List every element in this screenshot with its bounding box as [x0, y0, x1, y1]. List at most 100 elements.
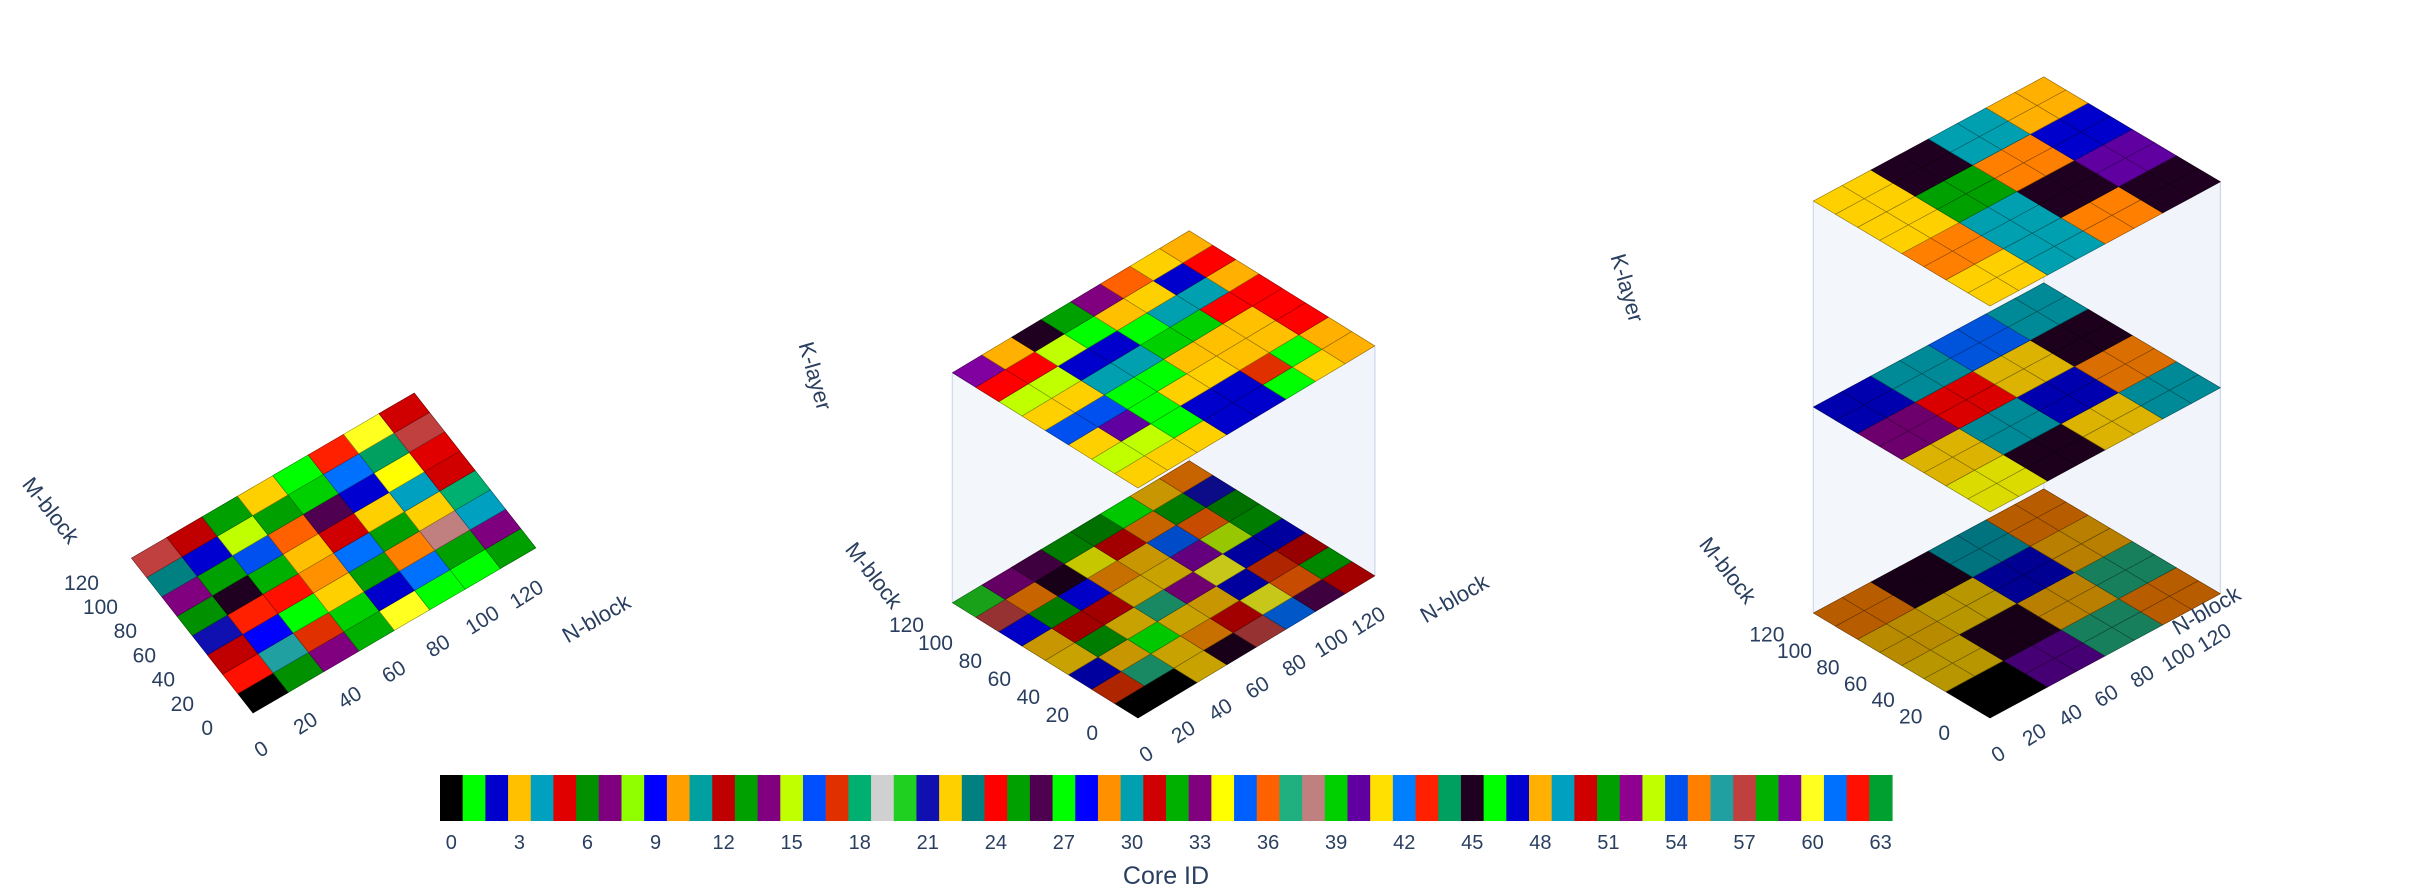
colorbar-swatch [984, 775, 1008, 821]
colorbar-swatch [825, 775, 849, 821]
colorbar-swatch [1483, 775, 1507, 821]
colorbar-swatch [485, 775, 509, 821]
y-tick-label: 20 [1046, 704, 1069, 727]
colorbar-swatch [893, 775, 918, 821]
colorbar-swatch [644, 775, 668, 821]
k-layer-2 [1812, 76, 2222, 307]
colorbar-swatch [530, 775, 555, 821]
colorbar-swatch [1506, 775, 1530, 821]
colorbar-tick-label: 63 [1870, 832, 1892, 854]
colorbar-tick-label: 57 [1733, 832, 1755, 854]
colorbar-swatch [1823, 775, 1848, 821]
y-tick-label: 80 [959, 650, 982, 673]
colorbar-swatch [1370, 775, 1394, 821]
k-layer-0 [951, 460, 1376, 719]
x-tick-label: 100 [2158, 638, 2200, 676]
block-cell [2014, 282, 2067, 312]
y-tick-label: 40 [152, 669, 175, 692]
colorbar-tick-label: 24 [985, 832, 1007, 854]
colorbar-tick-label: 36 [1257, 832, 1279, 854]
colorbar-swatch [1846, 775, 1870, 821]
y-tick-label: 60 [1844, 673, 1867, 696]
colorbar-swatch [576, 775, 600, 821]
x-tick-label: 60 [1242, 672, 1274, 704]
colorbar-swatch [666, 775, 691, 821]
colorbar-swatch [1097, 775, 1122, 821]
y-tick-label: 0 [1086, 722, 1098, 745]
colorbar-swatch [1166, 775, 1190, 821]
colorbar-tick-label: 60 [1801, 832, 1823, 854]
x-tick-label: 60 [2091, 680, 2123, 712]
colorbar-swatch [871, 775, 895, 821]
colorbar-tick-label: 27 [1053, 832, 1075, 854]
x-tick-label: 20 [1168, 716, 1200, 748]
z-axis-title: K-layer [794, 339, 837, 413]
k-layer-0 [130, 392, 537, 714]
colorbar-swatch [1415, 775, 1439, 821]
colorbar-swatch [1029, 775, 1054, 821]
colorbar-swatch [1755, 775, 1780, 821]
colorbar-swatch [1619, 775, 1644, 821]
y-tick-label: 0 [1938, 722, 1950, 745]
colorbar-swatch [1687, 775, 1712, 821]
colorbar-swatch [1211, 775, 1235, 821]
colorbar-swatch [1869, 775, 1893, 821]
colorbar-swatch [939, 775, 963, 821]
colorbar-swatch [1279, 775, 1303, 821]
colorbar-tick-label: 30 [1121, 832, 1143, 854]
colorbar-swatch [1778, 775, 1802, 821]
k-layer-1 [951, 230, 1376, 489]
colorbar-swatch [1529, 775, 1553, 821]
colorbar-swatch [848, 775, 872, 821]
block-cell [1159, 460, 1213, 494]
x-tick-label: 60 [378, 656, 410, 688]
colorbar: 0 3 6 9 12 15 18 21 24 27 30 33 36 39 42 45 48 51 54 57 60 63… [440, 775, 1893, 889]
x-tick-label: 80 [1279, 650, 1311, 682]
colorbar-swatch [1143, 775, 1167, 821]
colorbar-swatch [780, 775, 804, 821]
colorbar-tick-label: 6 [582, 832, 593, 854]
colorbar-swatch [1120, 775, 1144, 821]
block-cell [1159, 230, 1213, 264]
y-tick-label: 120 [64, 572, 99, 595]
colorbar-swatch [1347, 775, 1371, 821]
colorbar-swatch [1665, 775, 1689, 821]
x-axis-title: N-block [1416, 569, 1494, 628]
z-axis-title: K-layer [1606, 251, 1649, 325]
colorbar-swatch [1188, 775, 1212, 821]
x-tick-label: 100 [462, 601, 504, 639]
colorbar-swatch [1438, 775, 1462, 821]
block-cell [378, 392, 430, 434]
colorbar-swatch [553, 775, 577, 821]
y-axis-title: M-block [17, 472, 85, 549]
y-axis-title: M-block [1694, 532, 1762, 609]
chart-panel-2d[interactable]: 020406080100120020406080100120N-blockM-b… [17, 392, 636, 763]
colorbar-swatch [1075, 775, 1099, 821]
y-tick-label: 100 [1777, 640, 1812, 663]
x-tick-label: 0 [251, 737, 273, 763]
block-cell [2014, 488, 2067, 518]
colorbar-tick-label: 54 [1665, 832, 1687, 854]
colorbar-tick-label: 45 [1461, 832, 1483, 854]
colorbar-swatch [916, 775, 940, 821]
colorbar-swatch [1642, 775, 1666, 821]
colorbar-swatch [598, 775, 623, 821]
x-tick-label: 100 [1311, 624, 1353, 662]
y-tick-label: 80 [114, 620, 137, 643]
y-axis-title: M-block [840, 537, 908, 614]
colorbar-tick-label: 39 [1325, 832, 1347, 854]
x-tick-label: 40 [2055, 700, 2087, 732]
colorbar-swatch [1551, 775, 1575, 821]
x-tick-label: 120 [506, 576, 548, 614]
x-axis-title: N-block [558, 589, 636, 648]
x-tick-label: 20 [2019, 719, 2051, 751]
colorbar-swatch [440, 775, 464, 821]
colorbar-swatch [689, 775, 713, 821]
colorbar-swatch [1460, 775, 1485, 821]
y-tick-label: 60 [133, 644, 156, 667]
colorbar-swatch [803, 775, 827, 821]
colorbar-tick-label: 18 [849, 832, 871, 854]
